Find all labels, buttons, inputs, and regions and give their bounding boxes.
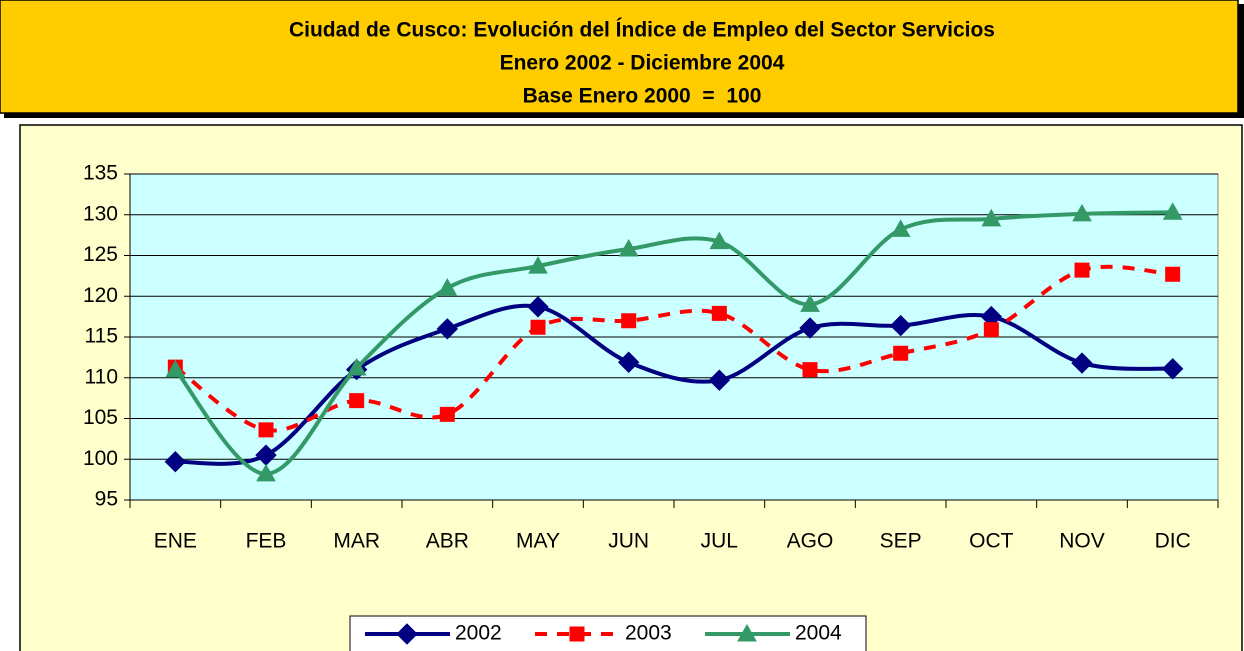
chart-note: Base Enero 2000 = 100 xyxy=(523,85,762,108)
data-point xyxy=(799,317,821,339)
data-point xyxy=(436,318,459,340)
data-point xyxy=(1165,266,1181,282)
y-tick-label: 105 xyxy=(83,406,118,429)
chart-title: Ciudad de Cusco: Evolución del Índice de… xyxy=(289,19,995,42)
data-point xyxy=(437,278,458,296)
x-tick-label: NOV xyxy=(1059,530,1105,553)
data-point xyxy=(530,319,546,335)
data-point xyxy=(893,345,909,361)
y-tick-label: 120 xyxy=(83,284,118,307)
x-tick-label: MAR xyxy=(333,530,380,553)
x-tick-label: MAY xyxy=(516,530,560,553)
data-point xyxy=(621,313,637,329)
title-box xyxy=(0,0,1239,114)
data-point xyxy=(439,406,455,422)
data-point xyxy=(349,393,365,409)
data-point xyxy=(981,208,1002,227)
y-tick-label: 95 xyxy=(95,488,118,511)
legend-marker xyxy=(396,623,418,645)
y-tick-label: 130 xyxy=(83,202,118,225)
data-point xyxy=(709,231,730,250)
x-tick-label: DIC xyxy=(1155,530,1191,553)
data-point xyxy=(165,359,186,378)
y-tick-label: 115 xyxy=(85,325,118,348)
data-point xyxy=(1074,262,1090,278)
y-tick-label: 125 xyxy=(83,243,118,266)
legend-marker xyxy=(737,623,757,642)
data-point xyxy=(983,322,999,338)
data-point xyxy=(802,362,818,378)
data-point xyxy=(1162,202,1183,220)
x-tick-label: ABR xyxy=(426,530,469,553)
data-point xyxy=(618,238,639,257)
data-point xyxy=(258,422,274,438)
x-tick-label: JUN xyxy=(608,530,649,553)
data-point xyxy=(346,357,367,376)
legend-label: 2002 xyxy=(455,622,502,645)
legend-marker xyxy=(569,626,585,642)
data-point xyxy=(256,463,276,482)
data-point xyxy=(528,256,548,274)
data-point xyxy=(800,294,820,312)
x-tick-label: SEP xyxy=(880,530,922,553)
y-tick-label: 100 xyxy=(83,447,118,470)
data-point xyxy=(711,305,727,321)
x-tick-label: ENE xyxy=(154,530,197,553)
data-point xyxy=(889,314,912,337)
x-tick-label: AGO xyxy=(787,530,834,553)
y-tick-label: 135 xyxy=(83,162,118,185)
data-point xyxy=(708,369,731,391)
data-point xyxy=(164,450,187,473)
data-point xyxy=(890,219,911,237)
data-point xyxy=(617,351,640,373)
data-point xyxy=(1071,352,1093,374)
x-tick-label: JUL xyxy=(701,530,738,553)
legend-label: 2003 xyxy=(625,622,672,645)
x-tick-label: FEB xyxy=(246,530,287,553)
x-tick-label: OCT xyxy=(969,530,1014,553)
data-point xyxy=(1072,203,1092,222)
data-point xyxy=(1161,358,1184,380)
data-point xyxy=(527,296,549,318)
chart-subtitle: Enero 2002 - Diciembre 2004 xyxy=(500,52,785,75)
legend-label: 2004 xyxy=(795,622,842,645)
y-tick-label: 110 xyxy=(85,365,118,388)
